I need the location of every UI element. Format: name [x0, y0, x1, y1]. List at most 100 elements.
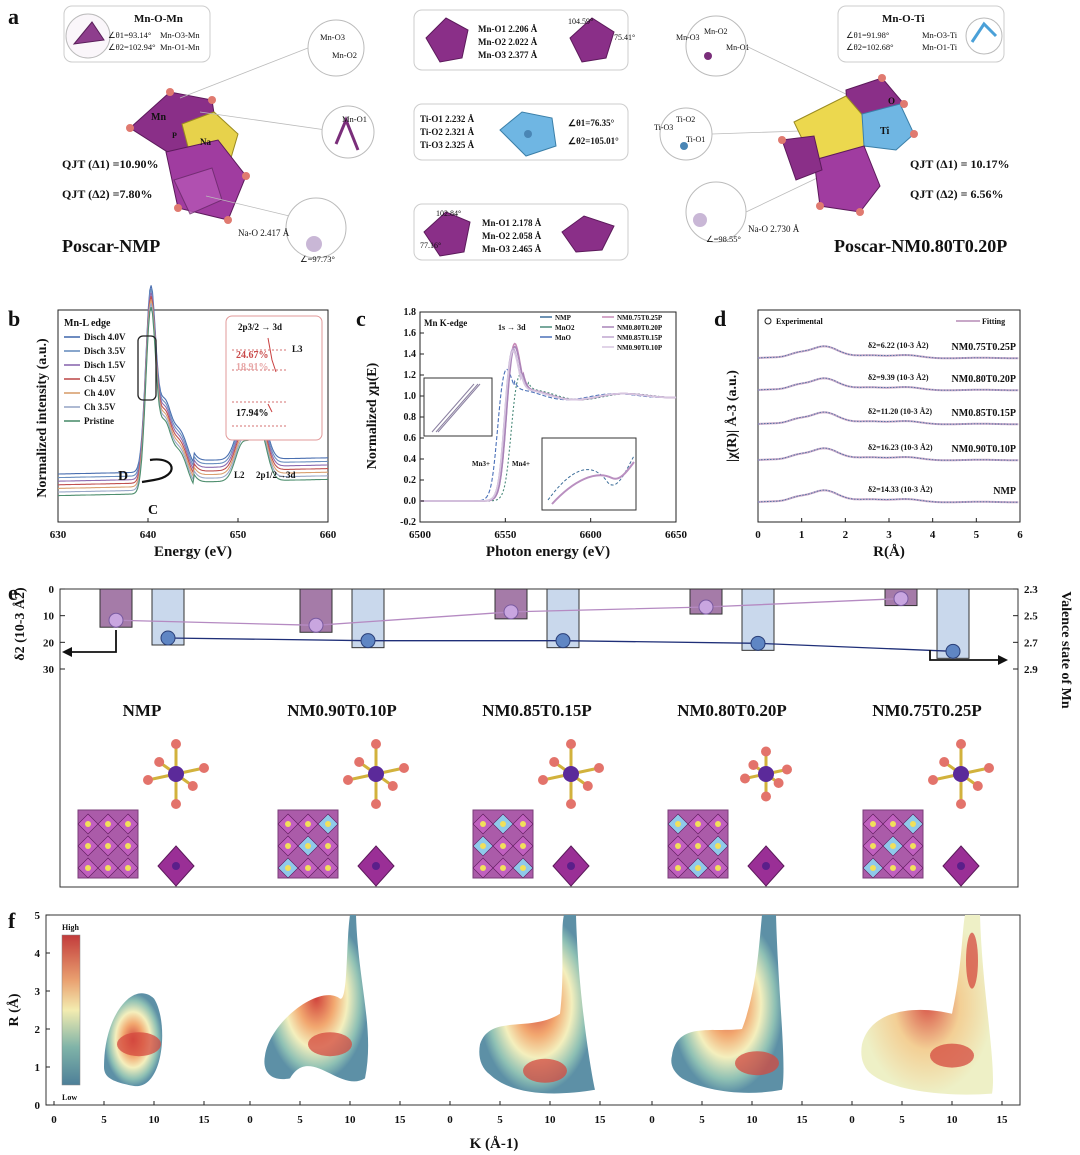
panel-f-colorbar	[61, 934, 81, 1086]
panel-f-xlabel: K (Å-1)	[470, 1136, 519, 1152]
panel-e-o-atom	[154, 757, 165, 767]
panel-e-o-atom	[748, 760, 759, 770]
nmtp-leader-line	[745, 45, 851, 97]
panel-letter-f: f	[8, 908, 16, 933]
panel-f-ytick-label: 4	[35, 948, 41, 960]
panel-e-na-site	[695, 865, 701, 871]
panel-e-mn-center	[563, 766, 579, 782]
panel-f-hotspot	[735, 1051, 779, 1076]
panel-e-o-atom	[761, 791, 771, 802]
panel-d-series-label: δ2=16.23 (10-3 Å2)	[868, 443, 933, 452]
panel-f-xtick-label: 10	[345, 1114, 357, 1126]
nmtp-qjt-1: QJT (Δ1) = 10.17%	[910, 157, 1009, 171]
panel-c-ylabel: Normalized χμ(E)	[365, 362, 380, 469]
panel-e-na-site	[500, 843, 506, 849]
panel-b-series-line	[58, 285, 328, 475]
panel-e-o-atom	[371, 799, 381, 809]
panel-e-delta-point	[698, 599, 714, 615]
nmtp-inset-circle	[965, 17, 1003, 55]
panel-letter-c: c	[356, 306, 366, 331]
panel-f-xtick-label: 10	[149, 1114, 161, 1126]
panel-letter-d: d	[714, 306, 726, 331]
panel-b-annotation-18: 18.91%	[236, 362, 269, 373]
panel-e-o-atom	[939, 757, 950, 767]
nmtp-bond-2: Mn-O1-Ti	[922, 42, 958, 52]
panel-e-na-site	[305, 821, 311, 827]
panel-c-legend-label: NM0.75T0.25P	[617, 314, 663, 322]
nmtp-callout-ti-o1: Ti-O1	[686, 135, 705, 144]
panel-d-legend-fitting: Fitting	[982, 317, 1005, 326]
panel-e-o-atom	[582, 781, 593, 791]
nmtp-ti-octahedron	[861, 103, 915, 151]
nmtp-callout-circle-3	[685, 181, 747, 243]
panel-b-series-line	[58, 296, 328, 486]
panel-e-ytick-right-label: 2.5	[1024, 611, 1038, 623]
panel-f-ticks: 0 5 10 15 0 5 10 15 0 5 10 15 0 5 10 15 0 5 10 15 0 1 2 3 4 5	[35, 910, 1009, 1126]
panel-letter-e: e	[8, 580, 18, 605]
nmtp-callout-ti-o3: Ti-O3	[654, 123, 673, 132]
panel-e-mn-center	[953, 766, 969, 782]
nmtp-o-atom	[778, 136, 786, 144]
panel-c-series-line	[420, 349, 677, 502]
panel-e-na-site	[105, 843, 111, 849]
panel-e-valence-point	[555, 633, 571, 649]
panel-e-valence-point	[945, 643, 961, 659]
panel-c-legend-label: NM0.80T0.20P	[617, 324, 663, 332]
panel-e-na-site	[500, 821, 506, 827]
panel-e-na-site	[500, 865, 506, 871]
panel-e-delta-point	[108, 612, 124, 628]
panel-f-ytick-label: 1	[35, 1062, 41, 1074]
panel-d-experimental-line	[757, 489, 1019, 503]
panel-e-na-site	[305, 865, 311, 871]
panel-e-o-atom	[594, 763, 604, 773]
panel-f-xtick-label: 10	[747, 1114, 759, 1126]
panel-d-series: δ2=6.22 (10-3 Å2) NM0.75T0.25P δ2=9.39 (10…	[757, 341, 1019, 504]
panel-e-o-atom	[143, 775, 153, 785]
panel-c-legend: NMP MnO2 MnO NM0.75T0.25P NM0.80T0.20P NM0.85…	[540, 314, 663, 352]
panel-e-ytick-left-label: 10	[43, 611, 55, 623]
panel-b-series-line	[58, 292, 328, 482]
nmtp-atom-ti: Ti	[880, 126, 889, 137]
nmtp-na-atom	[693, 213, 707, 227]
nmtp-atom-o: O	[888, 96, 895, 106]
panel-b-inset-box	[225, 315, 323, 441]
panel-e-o-atom	[354, 757, 365, 767]
nmp-o-atom	[242, 172, 250, 180]
panel-e-category-label: NMP	[123, 701, 162, 720]
panel-e-arrow-left	[68, 630, 117, 653]
mn-box1-line-3: Mn-O3 2.377 Å	[478, 50, 538, 60]
panel-f-colorbar-high: High	[62, 923, 79, 932]
nmp-callout-bond	[334, 116, 360, 151]
panel-d-experimental-line	[757, 377, 1019, 391]
panel-d-legend-marker-experimental	[764, 317, 772, 325]
panel-e-na-site	[695, 821, 701, 827]
ti-box-line-1: Ti-O1 2.232 Å	[420, 114, 475, 124]
panel-letters: a b c d e f	[8, 4, 726, 933]
panel-c-xtick-label: 6600	[580, 529, 603, 541]
panel-e-valence-point	[750, 635, 766, 651]
panel-e-na-site	[480, 865, 486, 871]
panel-f-ylabel: R (Å)	[6, 993, 22, 1026]
nmp-o-atom	[224, 216, 232, 224]
nmtp-mn-octahedron-3	[781, 135, 823, 181]
panel-f-colorbar-low: Low	[62, 1093, 77, 1102]
panel-f-hotspot	[117, 1032, 161, 1057]
panel-c-ytick-label: -0.2	[400, 517, 416, 528]
panel-c-title: Mn K-edge	[424, 318, 467, 328]
ti-atom	[524, 130, 532, 138]
nmp-o-atom	[126, 124, 134, 132]
panel-e-mn-center	[368, 766, 384, 782]
nmtp-callout-mn-o3: Mn-O3	[676, 33, 700, 42]
panel-c-ytick-label: 0.8	[404, 412, 417, 423]
panel-f-map-region	[479, 915, 595, 1094]
panel-e-arrow-right	[929, 650, 1000, 661]
panel-e-delta-point	[503, 604, 519, 620]
panel-f-xtick-label: 10	[947, 1114, 959, 1126]
nmtp-title: Poscar-NM0.80T0.20P	[834, 236, 1007, 256]
mn-box2-octahedron-b	[561, 215, 615, 253]
panel-e-na-site	[910, 821, 916, 827]
panel-e-na-site	[125, 843, 131, 849]
panel-b-annotation-l2: L2	[234, 470, 245, 480]
panel-b-legend: Disch 4.0V Disch 3.5V Disch 1.5V Ch 4.5V Ch …	[64, 332, 126, 426]
panel-d-xtick-label: 2	[843, 529, 849, 541]
